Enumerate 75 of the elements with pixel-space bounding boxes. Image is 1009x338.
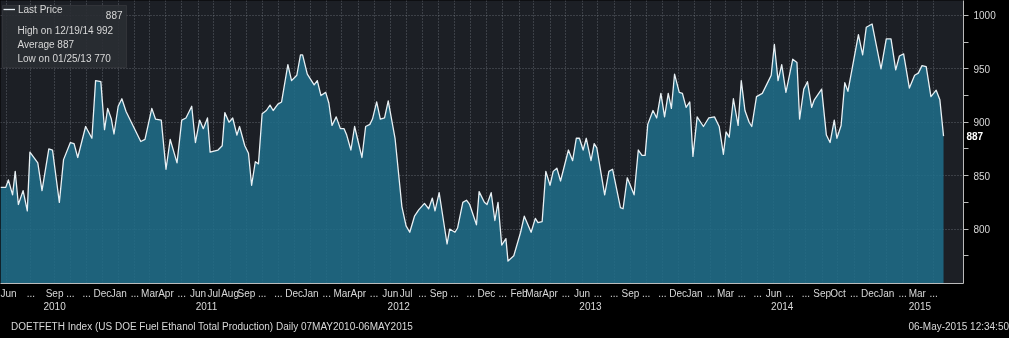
- x-tick-label: ...: [801, 287, 811, 299]
- x-tick-label: ...: [498, 287, 507, 299]
- legend-label: Last Price: [18, 3, 63, 15]
- y-tick-label: 1000: [973, 10, 997, 22]
- x-tick-label: ...: [929, 287, 938, 299]
- x-tick-label: ...: [177, 287, 186, 299]
- x-tick-label: Apr: [542, 287, 559, 299]
- x-tick-label: ...: [706, 287, 715, 299]
- x-tick-label: ...: [82, 287, 91, 299]
- annotation: 887: [105, 9, 123, 21]
- x-tick-label: ...: [898, 287, 907, 299]
- x-tick-label: ...: [450, 287, 459, 299]
- x-tick-label: ...: [609, 287, 619, 299]
- x-tick-label: Jul: [207, 287, 221, 299]
- text: DOETFETH Index (US DOE Fuel Ethanol Total Production) Daily 07MAY2010-06MAY2015: [11, 320, 413, 334]
- x-tick-label: Dec: [93, 287, 112, 299]
- annotation: Low on 01/25/13 770: [17, 52, 112, 64]
- x-tick-label: Mar: [716, 287, 735, 299]
- x-tick-label: ...: [753, 287, 762, 299]
- x-tick-label: ...: [322, 287, 331, 299]
- x-tick-label: ...: [130, 287, 140, 299]
- y-tick-label: 800: [973, 224, 991, 236]
- x-tick-label: Dec: [477, 287, 496, 299]
- x-tick-label: ...: [418, 287, 427, 299]
- y-tick-label: 900: [973, 117, 991, 129]
- x-tick-label: Jun: [765, 287, 782, 299]
- x2-tick-label: 2014: [771, 300, 794, 312]
- x-tick-label: ...: [257, 287, 267, 299]
- x-tick-label: Jan: [110, 287, 127, 299]
- x-tick-label: ...: [369, 287, 379, 299]
- x-tick-label: ...: [66, 287, 75, 299]
- x-tick-label: Aug: [221, 287, 239, 299]
- x2-tick-label: 2013: [579, 300, 603, 312]
- x-tick-label: Apr: [158, 287, 175, 299]
- x-tick-label: Jun: [189, 287, 207, 299]
- x-tick-label: ...: [593, 287, 603, 299]
- x-tick-label: Sep: [237, 287, 256, 299]
- x-tick-label: ...: [737, 287, 746, 299]
- y-tick-label: 950: [973, 63, 991, 75]
- x-tick-label: ...: [466, 287, 475, 299]
- x-tick-label: Mar: [908, 287, 927, 299]
- x-tick-label: Mar: [333, 287, 352, 299]
- x-tick-label: Dec: [285, 287, 304, 299]
- x-tick-label: Sep: [813, 287, 832, 299]
- x-tick-label: Jun: [574, 287, 591, 299]
- x-tick-label: Dec: [669, 287, 688, 299]
- x2-tick-label: 2012: [387, 300, 411, 312]
- x-tick-label: Jun: [0, 287, 17, 299]
- x2-tick-label: 2015: [908, 300, 932, 312]
- x-tick-label: Dec: [861, 287, 879, 299]
- x2-tick-label: 2010: [43, 300, 67, 312]
- x-tick-label: ...: [642, 287, 651, 299]
- text: 887: [966, 131, 984, 143]
- x-tick-label: ...: [26, 287, 36, 299]
- x2-tick-label: 2011: [195, 300, 218, 312]
- annotation: High on 12/19/14 992: [17, 24, 114, 36]
- annotation: Average 887: [17, 38, 75, 50]
- x-tick-label: ...: [561, 287, 570, 299]
- x-tick-label: Oct: [830, 287, 846, 299]
- x-tick-label: ...: [274, 287, 283, 299]
- x-tick-label: Jan: [686, 287, 703, 299]
- text: 06-May-2015 12:34:50: [908, 320, 1009, 334]
- x-tick-label: Jan: [302, 287, 319, 299]
- x-tick-label: Sep: [45, 287, 64, 299]
- x-tick-label: Mar: [141, 287, 159, 299]
- x-tick-label: Sep: [429, 287, 448, 299]
- x-tick-label: ...: [785, 287, 794, 299]
- y-tick-label: 850: [973, 170, 991, 182]
- x-tick-label: Jun: [382, 287, 399, 299]
- x-tick-label: Apr: [350, 287, 367, 299]
- x-tick-label: Jan: [878, 287, 895, 299]
- x-tick-label: ...: [658, 287, 667, 299]
- x-tick-label: Sep: [621, 287, 640, 299]
- x-tick-label: ...: [850, 287, 859, 299]
- x-tick-label: Jul: [399, 287, 413, 299]
